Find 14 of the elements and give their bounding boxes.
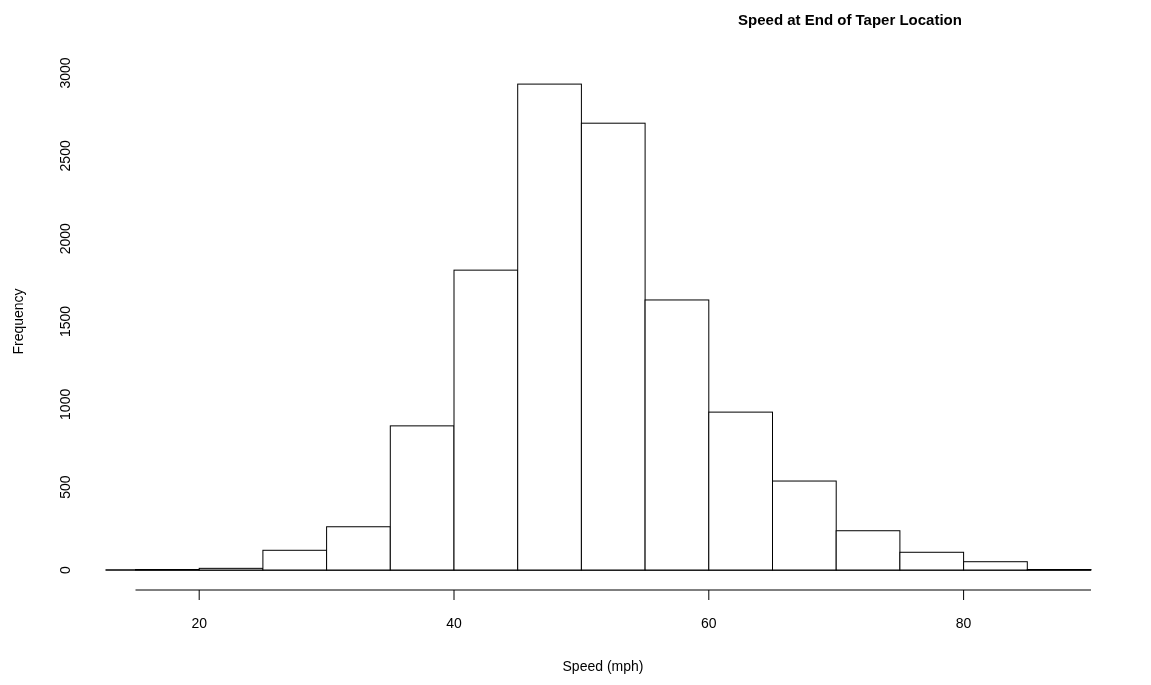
- y-tick-label: 2500: [57, 140, 73, 172]
- x-tick-label: 80: [955, 615, 972, 631]
- x-tick-label: 60: [701, 615, 717, 631]
- chart-title: Speed at End of Taper Location: [738, 11, 962, 28]
- x-tick-label: 40: [446, 615, 462, 631]
- y-tick-label: 1500: [57, 305, 73, 338]
- y-tick-label: 1000: [57, 388, 73, 420]
- y-axis-title: Frequency: [10, 288, 26, 355]
- y-tick-label: 3000: [57, 57, 73, 89]
- x-tick-label: 20: [191, 615, 208, 631]
- y-tick-label: 500: [57, 475, 73, 499]
- y-tick-label: 0: [57, 565, 73, 574]
- x-axis-title: Speed (mph): [562, 658, 644, 674]
- y-tick-label: 2000: [57, 222, 73, 255]
